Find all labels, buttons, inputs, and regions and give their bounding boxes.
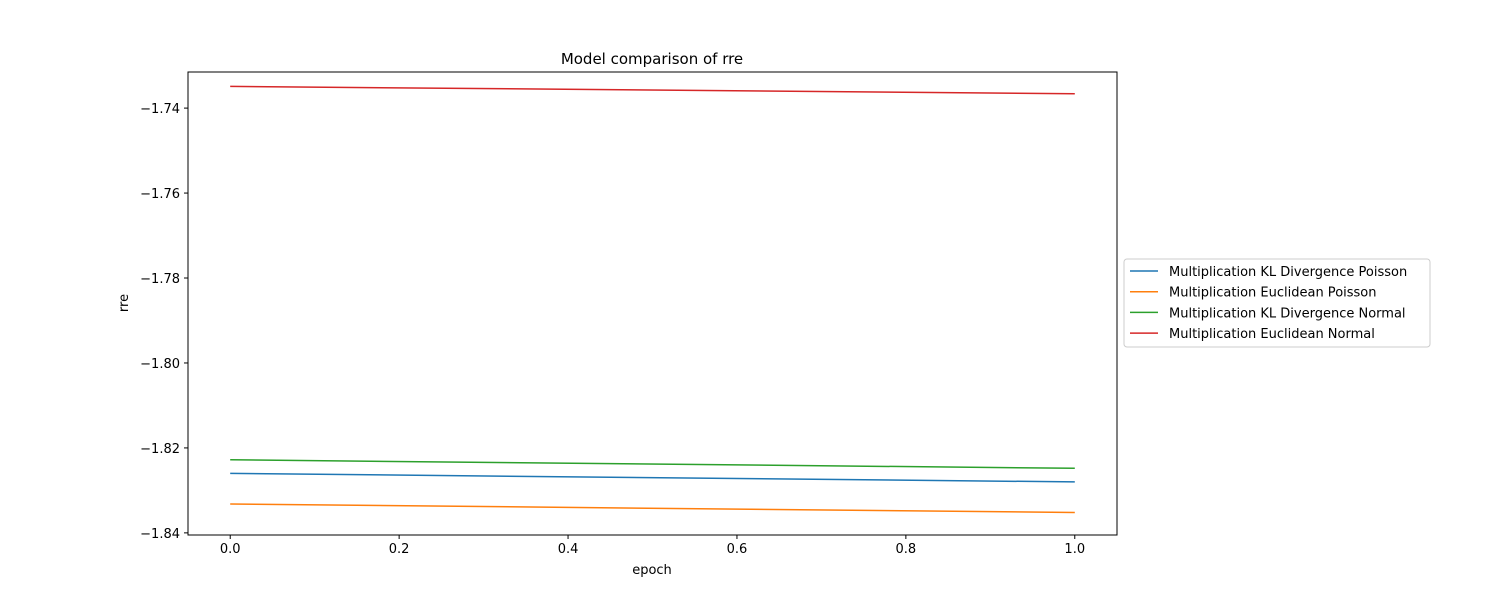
legend: Multiplication KL Divergence Poisson Mult…: [1123, 258, 1431, 348]
x-tick-label: 1.0: [1064, 542, 1085, 557]
legend-label-2: Multiplication Euclidean Poisson: [1169, 286, 1377, 301]
x-tick-label: 0.8: [896, 542, 917, 557]
y-tick-label: −1.78: [140, 272, 180, 287]
y-tick-label: −1.76: [140, 187, 180, 202]
y-tick-label: −1.80: [140, 357, 180, 372]
x-axis-label: epoch: [632, 563, 672, 578]
y-axis-ticks: −1.74 −1.76 −1.78 −1.80 −1.82 −1.84: [140, 102, 188, 542]
y-tick-label: −1.82: [140, 442, 180, 457]
legend-box: [1123, 258, 1431, 348]
y-tick-label: −1.74: [140, 102, 180, 117]
series-line-1: [230, 472, 1075, 483]
x-tick-label: 0.0: [220, 542, 241, 557]
y-axis-label: rre: [117, 294, 132, 312]
series-line-3: [230, 459, 1075, 470]
series-line-2: [230, 503, 1075, 514]
x-tick-label: 0.6: [727, 542, 748, 557]
y-tick-label: −1.84: [140, 527, 180, 542]
axes-frame: [187, 71, 1118, 536]
legend-label-1: Multiplication KL Divergence Poisson: [1169, 265, 1407, 280]
x-axis-ticks: 0.0 0.2 0.4 0.6 0.8 1.0: [220, 535, 1085, 557]
legend-label-4: Multiplication Euclidean Normal: [1169, 327, 1375, 342]
chart-title: Model comparison of rre: [561, 50, 743, 68]
series-line-4: [230, 85, 1075, 95]
x-tick-label: 0.2: [389, 542, 410, 557]
legend-label-3: Multiplication KL Divergence Normal: [1169, 306, 1406, 321]
plot-area: [187, 71, 1118, 536]
x-tick-label: 0.4: [558, 542, 579, 557]
